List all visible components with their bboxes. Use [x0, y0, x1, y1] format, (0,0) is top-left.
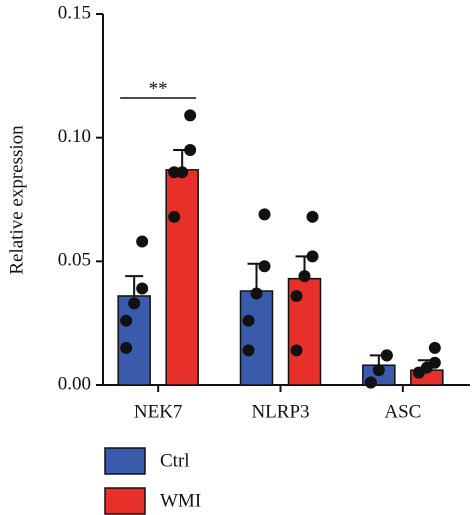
data-point — [258, 208, 271, 221]
legend-label: WMI — [160, 490, 201, 511]
data-point — [128, 297, 141, 310]
error-bar — [125, 275, 144, 296]
data-point — [428, 341, 441, 354]
legend-swatch — [104, 487, 146, 515]
data-point — [168, 210, 181, 223]
data-point — [306, 210, 319, 223]
x-tick-label: ASC — [384, 401, 421, 422]
legend-label: Ctrl — [160, 450, 190, 471]
data-point — [372, 364, 385, 377]
bar — [165, 169, 199, 386]
data-point — [242, 314, 255, 327]
bar — [239, 290, 274, 386]
data-point — [242, 344, 255, 357]
data-point — [184, 109, 197, 122]
y-tick-label: 0.05 — [58, 250, 91, 271]
data-point — [364, 376, 377, 389]
y-axis-label: Relative expression — [6, 125, 27, 275]
data-point — [412, 366, 425, 379]
data-point — [380, 349, 393, 362]
data-point — [120, 341, 133, 354]
data-point — [258, 260, 271, 273]
y-tick-label: 0.15 — [58, 2, 91, 23]
data-point — [136, 235, 149, 248]
data-point — [306, 250, 319, 263]
data-point — [120, 314, 133, 327]
data-point — [250, 287, 263, 300]
y-tick-label: 0.10 — [58, 126, 91, 147]
data-point — [168, 166, 181, 179]
y-tick-label: 0.00 — [58, 373, 91, 394]
bar — [117, 295, 151, 386]
legend-swatch — [104, 447, 146, 475]
data-point — [290, 289, 303, 302]
x-tick-label: NLRP3 — [251, 401, 309, 422]
data-point — [184, 144, 197, 157]
data-point — [298, 270, 311, 283]
x-tick-label: NEK7 — [134, 401, 183, 422]
significance-label: ** — [149, 78, 168, 99]
data-point — [136, 282, 149, 295]
data-point — [290, 344, 303, 357]
